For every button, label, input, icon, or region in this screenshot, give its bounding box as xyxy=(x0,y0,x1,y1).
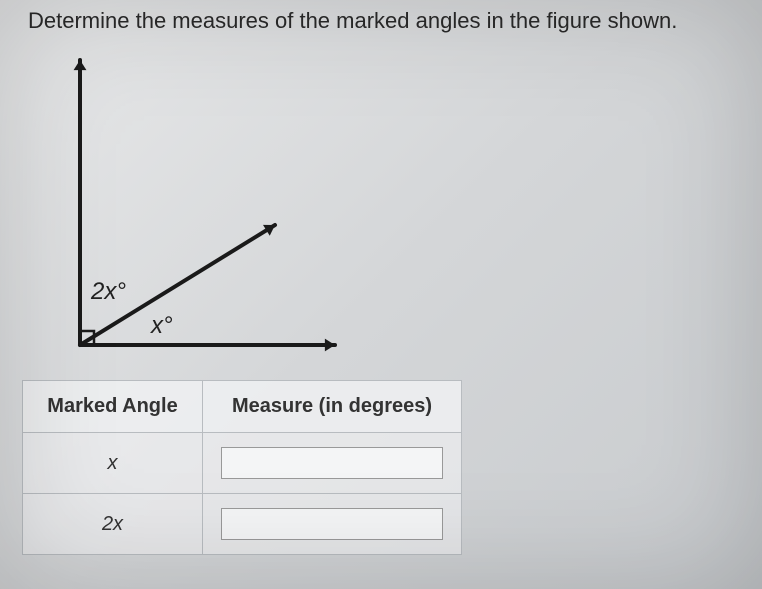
question-text: Determine the measures of the marked ang… xyxy=(28,8,677,34)
table-header-angle: Marked Angle xyxy=(23,381,203,433)
angle-label-x: x° xyxy=(151,312,173,340)
measure-input-2x[interactable] xyxy=(221,508,443,540)
answer-table: Marked Angle Measure (in degrees) x 2x xyxy=(22,380,462,555)
table-row: 2x xyxy=(23,494,462,555)
table-row: x xyxy=(23,433,462,494)
angle-svg xyxy=(35,50,355,360)
row-input-cell xyxy=(203,494,462,555)
angle-label-2x: 2x° xyxy=(91,278,126,306)
table-header-measure: Measure (in degrees) xyxy=(203,381,462,433)
row-label-x: x xyxy=(23,433,203,494)
angle-figure: 2x° x° xyxy=(35,50,355,360)
answer-table-container: Marked Angle Measure (in degrees) x 2x xyxy=(22,380,462,555)
row-input-cell xyxy=(203,433,462,494)
row-label-2x: 2x xyxy=(23,494,203,555)
measure-input-x[interactable] xyxy=(221,447,443,479)
